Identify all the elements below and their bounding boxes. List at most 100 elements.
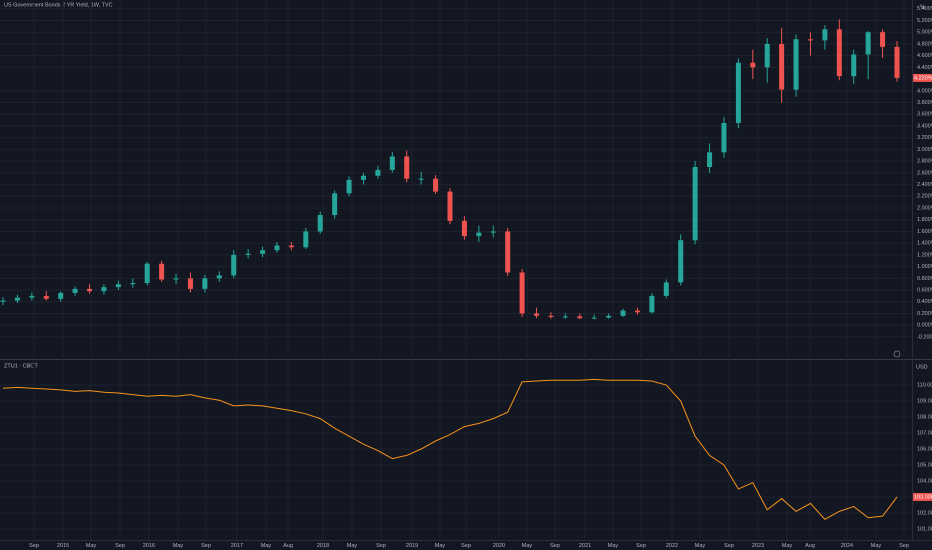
x-tick-label: Aug [805, 543, 815, 549]
candle-body [779, 43, 785, 90]
x-tick-label: May [695, 543, 706, 549]
x-tick-label: 2017 [231, 543, 243, 549]
x-tick-label: Sep [724, 543, 734, 549]
y-tick-label: 1.400% [917, 241, 932, 247]
candle-body [807, 39, 813, 41]
candle-body [288, 245, 294, 248]
candle-body [303, 231, 309, 248]
last-price-label: 4.220% [914, 75, 932, 81]
candle-body [433, 178, 439, 192]
candle-body [447, 191, 453, 221]
x-tick-label: Sep [461, 543, 471, 549]
y-tick-label: 4.000% [917, 88, 932, 94]
candle-body [735, 62, 741, 124]
y-tick-label: 0.600% [917, 287, 932, 293]
candle-body [707, 152, 713, 167]
candle-body [29, 295, 35, 298]
x-tick-label: May [173, 543, 184, 549]
candle-body [865, 32, 871, 55]
y-tick-label: 3.400% [917, 123, 932, 129]
candle-body [548, 315, 554, 317]
candle-body [461, 220, 467, 237]
x-tick-label: 2023 [752, 543, 764, 549]
y-tick-label: 0.200% [917, 311, 932, 317]
candle-body [317, 215, 323, 232]
candle-body [202, 278, 208, 289]
chart-title: ZTU1 · CBOT [4, 363, 39, 369]
candle-body [43, 295, 49, 299]
last-price-box [913, 73, 932, 82]
y-tick-label: 1.200% [917, 252, 932, 258]
candle-body [115, 284, 121, 288]
candle-body [851, 54, 857, 77]
y-tick-label: 0.400% [917, 299, 932, 305]
y-tick-label: 1.600% [917, 229, 932, 235]
candle-body [260, 250, 266, 254]
candle-body [836, 29, 842, 77]
candle-body [490, 231, 496, 233]
candle-body [606, 315, 612, 318]
candle-body [130, 283, 136, 285]
y-tick-label: -0.200% [917, 334, 932, 340]
x-tick-label: May [871, 543, 882, 549]
axis-unit: % [920, 4, 925, 10]
x-tick-label: Sep [636, 543, 646, 549]
candle-body [476, 232, 482, 237]
candle-body [144, 263, 150, 284]
y-tick-label: 4.800% [917, 41, 932, 47]
candle-body [880, 32, 886, 47]
candle-body [159, 263, 165, 280]
candle-body [663, 282, 669, 296]
x-tick-label: Sep [899, 543, 909, 549]
y-tick-label: 2.200% [917, 194, 932, 200]
x-tick-label: May [86, 543, 97, 549]
x-tick-label: Sep [376, 543, 386, 549]
chart-title: US Government Bonds 2 YR Yield, 1W, TVC [4, 2, 113, 8]
candle-body [894, 46, 900, 78]
x-tick-label: 2024 [841, 543, 853, 549]
y-tick-label: 4.400% [917, 65, 932, 71]
x-tick-label: Sep [550, 543, 560, 549]
axis-unit: USD [916, 364, 928, 370]
candle-body [634, 310, 640, 313]
last-price-box [913, 492, 932, 501]
scale-button[interactable] [893, 350, 901, 358]
candle-body [822, 29, 828, 41]
y-tick-label: 0.800% [917, 276, 932, 282]
candle-body [360, 175, 366, 180]
y-tick-label: 2.600% [917, 170, 932, 176]
y-tick-label: 0.000% [917, 323, 932, 329]
x-tick-label: May [782, 543, 793, 549]
candle-body [721, 123, 727, 153]
y-tick-label: 5.200% [917, 18, 932, 24]
y-tick-label: 5.400% [917, 6, 932, 12]
candle-body [58, 292, 64, 299]
candle-body [346, 179, 352, 194]
candle-body [375, 169, 381, 176]
x-tick-label: May [261, 543, 272, 549]
x-tick-label: 2022 [666, 543, 678, 549]
x-tick-label: May [608, 543, 619, 549]
candle-body [562, 316, 568, 318]
y-tick-label: 5.000% [917, 30, 932, 36]
candle-body [505, 231, 511, 273]
candle-body [692, 166, 698, 241]
x-tick-label: 2020 [493, 543, 505, 549]
candle-body [274, 245, 280, 251]
y-tick-label: 3.200% [917, 135, 932, 141]
candle-body [678, 240, 684, 283]
y-tick-label: 1.800% [917, 217, 932, 223]
candle-body [750, 62, 756, 68]
candle-body [231, 254, 237, 276]
y-tick-label: 1.000% [917, 264, 932, 270]
candle-body [87, 288, 93, 292]
candle-body [418, 178, 424, 180]
candle-body [591, 317, 597, 319]
